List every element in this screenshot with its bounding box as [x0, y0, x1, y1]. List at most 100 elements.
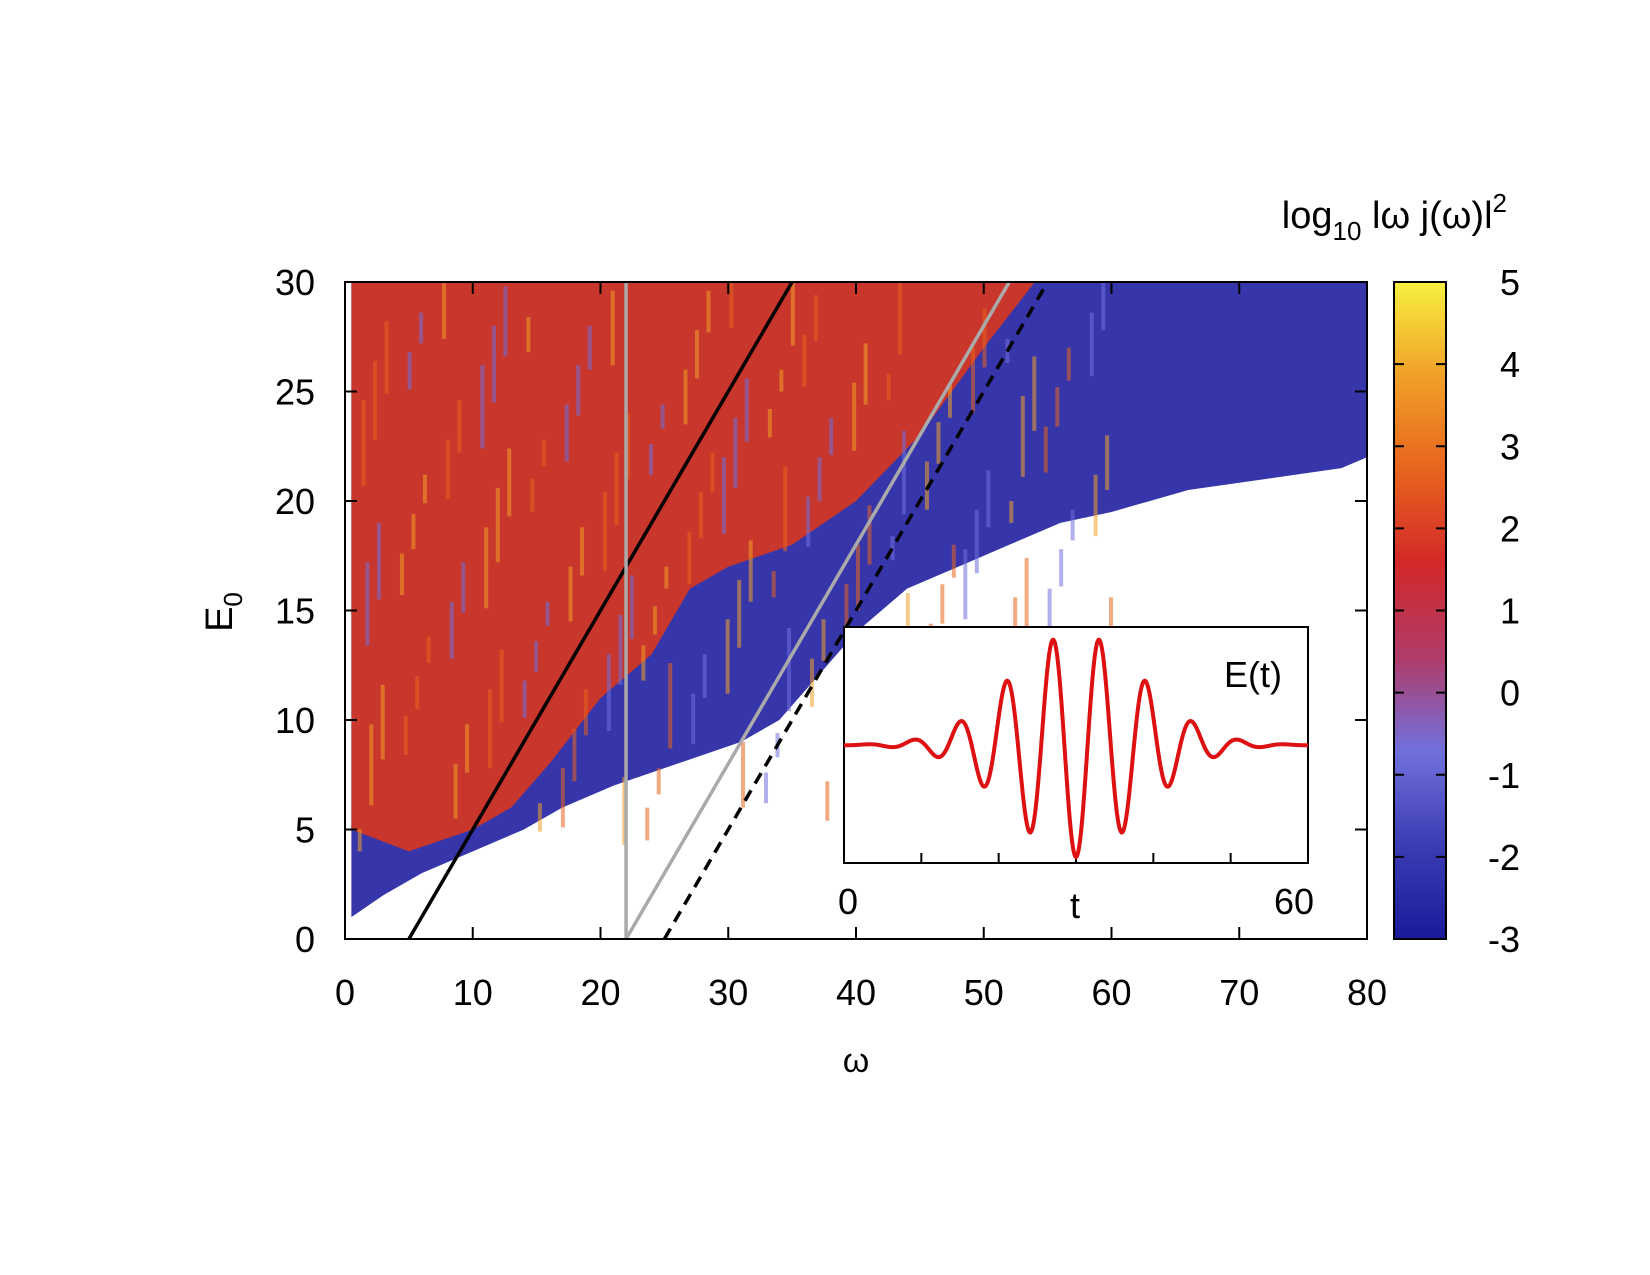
y-axis-label-sub: 0 [218, 592, 248, 606]
heatmap-streak [645, 807, 650, 841]
heatmap-streak [829, 417, 834, 456]
heatmap-streak [729, 282, 734, 328]
colorbar-ticks: 5 4 3 2 1 0 -1 -2 -3 [1394, 262, 1520, 960]
heatmap-streak [764, 772, 769, 804]
colorbar-tick-label: 3 [1500, 426, 1520, 467]
heatmap-streak [986, 470, 991, 528]
y-tick-label: 25 [275, 372, 315, 413]
heatmap-streak [530, 479, 535, 512]
heatmap-streak [403, 715, 408, 756]
heatmap-streak [821, 619, 826, 661]
heatmap-streak [491, 325, 496, 403]
x-axis-label: ω [843, 1042, 870, 1080]
heatmap-streak [541, 439, 546, 466]
heatmap-streak [901, 430, 906, 515]
trend-lines [407, 282, 1050, 939]
heatmap-streak [963, 549, 968, 620]
heatmap-streak [940, 584, 945, 624]
heatmap-streak [844, 584, 849, 657]
x-tick-label: 20 [580, 972, 620, 1013]
heatmap-streak [507, 448, 512, 517]
y-axis-label-main: E [199, 607, 241, 632]
heatmap-streak [982, 308, 987, 368]
heatmap-streak [495, 487, 500, 563]
heatmap-streak [898, 282, 903, 355]
heatmap-streak [1105, 435, 1110, 491]
heatmap-streak [641, 645, 646, 681]
heatmap-streak [572, 728, 577, 782]
heatmap-streak [863, 343, 868, 405]
heatmap-streak [449, 601, 454, 659]
heatmap-streak [664, 566, 669, 589]
heatmap-streak [522, 680, 527, 718]
inset-x-tick-label: 0 [838, 881, 858, 922]
x-tick-label: 60 [1091, 972, 1131, 1013]
heatmap-streak [484, 527, 489, 609]
heatmap-streak [626, 413, 631, 480]
heatmap-streak [369, 724, 374, 806]
inset-xlabel: t [1070, 885, 1080, 926]
heatmap-streak [461, 562, 466, 613]
heatmap-streak [687, 531, 692, 585]
heatmap-streak [442, 282, 447, 339]
heatmap-streak [1009, 501, 1014, 523]
heatmap-streak [852, 382, 857, 451]
heatmap-streak [660, 404, 665, 429]
x-tick-label: 30 [708, 972, 748, 1013]
heatmap-streak [817, 457, 822, 501]
heatmap-streak [725, 619, 730, 694]
heatmap-streak [480, 365, 485, 449]
heatmap-streak [526, 317, 531, 353]
heatmap-streak [453, 763, 458, 819]
heatmap-streak [1043, 426, 1048, 473]
heatmap-streak [767, 409, 772, 438]
heatmap-streak [614, 452, 619, 526]
heatmap-streak [1093, 474, 1098, 537]
heatmap-streak [656, 768, 661, 795]
colorbar-title: log10 lω j(ω)l2 [1282, 188, 1507, 246]
heatmap-streak [361, 400, 366, 486]
heatmap-streak [825, 781, 830, 821]
colorbar-tick-label: -2 [1488, 837, 1520, 878]
heatmap-streak [947, 382, 952, 418]
heatmap-streak [856, 544, 860, 611]
heatmap-streak [787, 628, 792, 712]
inset-et-curve [844, 637, 1308, 860]
x-tick-label: 10 [453, 972, 493, 1013]
heatmap-streak [970, 347, 975, 414]
heatmap-streak [652, 606, 657, 635]
heatmap-streak [1059, 549, 1064, 587]
colorbar-tick-label: -3 [1488, 919, 1520, 960]
heatmap-streak [783, 465, 788, 552]
heatmap-streak [376, 522, 381, 600]
heatmap-streak [534, 641, 539, 672]
heatmap-streak [499, 649, 504, 723]
heatmap-streak [465, 724, 470, 773]
heatmap-streak [1024, 557, 1029, 637]
y-tick-label: 15 [275, 591, 315, 632]
main-axis-ticks: 0 10 20 30 40 50 60 70 80 0 5 10 15 20 25 30 [275, 262, 1387, 1013]
heatmap-streak [886, 373, 891, 401]
heatmap-streak [710, 452, 715, 493]
heatmap-streak [610, 290, 615, 366]
heatmap-streak [426, 636, 431, 664]
y-tick-label: 0 [295, 919, 315, 960]
heatmap-streak [399, 553, 404, 596]
heatmap-streak [936, 422, 941, 464]
heatmap-streak [741, 741, 746, 808]
heatmap-streak [737, 579, 742, 648]
heatmap-streak [457, 400, 462, 453]
colorbar-tick-label: -1 [1488, 755, 1520, 796]
x-tick-label: 80 [1347, 972, 1387, 1013]
trend-line [662, 282, 1050, 939]
inset-x-tick-label: 60 [1274, 881, 1314, 922]
heatmap-streak [618, 614, 623, 685]
colorbar-title-rest: lω j(ω)l [1361, 195, 1492, 237]
heatmap-streak [1047, 588, 1052, 633]
heatmap-streak [380, 684, 385, 760]
x-tick-label: 70 [1219, 972, 1259, 1013]
y-tick-label: 20 [275, 481, 315, 522]
heatmap-streak [603, 492, 608, 572]
colorbar-tick-label: 0 [1500, 673, 1520, 714]
heatmap-streak [748, 540, 753, 602]
